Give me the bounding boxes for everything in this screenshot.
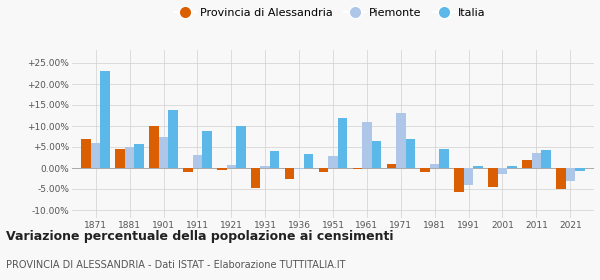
Bar [439, 149, 449, 168]
Bar [541, 150, 551, 168]
Bar [556, 168, 566, 189]
Bar [134, 144, 144, 168]
Bar [575, 168, 584, 171]
Bar [498, 168, 507, 174]
Bar [125, 147, 134, 168]
Bar [421, 168, 430, 172]
Bar [362, 122, 371, 168]
Text: PROVINCIA DI ALESSANDRIA - Dati ISTAT - Elaborazione TUTTITALIA.IT: PROVINCIA DI ALESSANDRIA - Dati ISTAT - … [6, 260, 346, 270]
Bar [236, 126, 245, 168]
Bar [464, 168, 473, 185]
Bar [522, 160, 532, 168]
Bar [149, 126, 159, 168]
Bar [115, 149, 125, 168]
Bar [386, 164, 396, 168]
Bar [260, 166, 270, 168]
Bar [82, 139, 91, 168]
Bar [227, 165, 236, 168]
Bar [430, 164, 439, 168]
Bar [353, 168, 362, 169]
Bar [396, 113, 406, 168]
Bar [532, 153, 541, 168]
Legend: Provincia di Alessandria, Piemonte, Italia: Provincia di Alessandria, Piemonte, Ital… [174, 8, 486, 18]
Bar [328, 156, 338, 168]
Bar [319, 168, 328, 172]
Bar [406, 139, 415, 168]
Bar [295, 168, 304, 169]
Bar [100, 71, 110, 168]
Bar [488, 168, 498, 187]
Bar [217, 168, 227, 170]
Bar [371, 141, 381, 168]
Bar [304, 154, 313, 168]
Bar [270, 151, 280, 168]
Bar [193, 155, 202, 168]
Bar [338, 118, 347, 168]
Bar [454, 168, 464, 192]
Bar [159, 137, 168, 168]
Text: Variazione percentuale della popolazione ai censimenti: Variazione percentuale della popolazione… [6, 230, 394, 242]
Bar [473, 166, 483, 168]
Bar [566, 168, 575, 181]
Bar [507, 166, 517, 168]
Bar [202, 131, 212, 168]
Bar [183, 168, 193, 172]
Bar [285, 168, 295, 179]
Bar [251, 168, 260, 188]
Bar [91, 143, 100, 168]
Bar [168, 110, 178, 168]
